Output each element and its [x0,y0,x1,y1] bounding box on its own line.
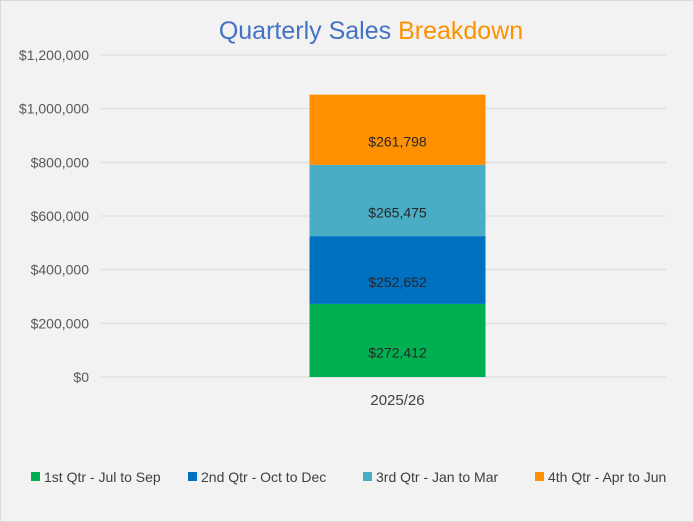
y-tick-label: $200,000 [31,315,90,331]
legend-item-1[interactable]: 1st Qtr - Jul to Sep [31,469,161,485]
y-tick-label: $800,000 [31,154,90,170]
y-tick-label: $0 [73,369,89,385]
legend-swatch [188,472,197,481]
legend-label: 1st Qtr - Jul to Sep [44,469,161,485]
data-label-2: $252,652 [368,274,427,290]
legend-label: 3rd Qtr - Jan to Mar [376,469,498,485]
y-tick-label: $1,000,000 [19,101,89,117]
data-label-3: $265,475 [368,204,427,220]
legend-item-3[interactable]: 3rd Qtr - Jan to Mar [363,469,498,485]
legend-item-2[interactable]: 2nd Qtr - Oct to Dec [188,469,326,485]
y-axis-tick-labels: $0 $200,000 $400,000 $600,000 $800,000 $1,000… [19,47,89,385]
legend: 1st Qtr - Jul to Sep 2nd Qtr - Oct to Dec… [31,469,666,485]
chart-title-part-1: Quarterly Sales [219,17,398,45]
legend-swatch [535,472,544,481]
chart-title-part-2: Breakdown [398,17,523,45]
legend-label: 2nd Qtr - Oct to Dec [201,469,326,485]
x-category-label: 2025/26 [370,392,424,409]
bar-segment-3[interactable] [309,164,486,237]
x-axis-category-labels: 2025/26 [370,392,424,409]
chart-title: Quarterly Sales Breakdown [219,17,523,45]
data-label-4: $261,798 [368,134,427,150]
legend-item-4[interactable]: 4th Qtr - Apr to Jun [535,469,666,485]
y-tick-label: $1,200,000 [19,47,89,63]
data-label-1: $272,412 [368,344,427,360]
bar-segment-4[interactable] [309,94,486,165]
y-tick-label: $600,000 [31,208,90,224]
stacked-bars: $272,412 $252,652 $265,475 $261,798 [309,94,486,377]
bar-segment-1[interactable] [309,303,486,377]
legend-swatch [31,472,40,481]
y-tick-label: $400,000 [31,262,90,278]
bar-segment-2[interactable] [309,236,486,304]
legend-label: 4th Qtr - Apr to Jun [548,469,666,485]
legend-swatch [363,472,372,481]
